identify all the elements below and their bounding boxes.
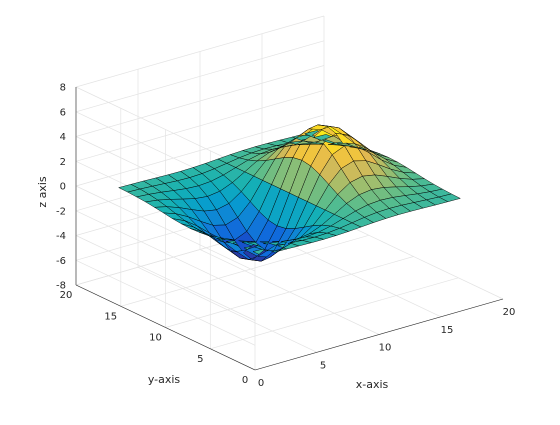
right-wall-gridline-z bbox=[75, 15, 325, 88]
axis-labels: x-axis y-axis z axis bbox=[36, 176, 389, 391]
x-tick-label: 10 bbox=[379, 343, 392, 354]
surface-mesh bbox=[118, 124, 461, 262]
z-tick-label: -4 bbox=[56, 231, 66, 242]
y-axis-line bbox=[75, 284, 256, 371]
floor-gridline-y bbox=[120, 234, 369, 307]
y-tick-label: 0 bbox=[242, 375, 248, 386]
left-wall-gridline-z bbox=[75, 235, 256, 321]
y-axis-label: y-axis bbox=[148, 373, 181, 386]
z-tick-label: 2 bbox=[60, 157, 66, 168]
right-wall-gridline-z bbox=[75, 65, 325, 137]
z-tick-label: 0 bbox=[60, 182, 66, 193]
floor-gridline-y bbox=[165, 256, 414, 328]
y-tick-label: 5 bbox=[197, 354, 203, 365]
x-tick-label: 0 bbox=[258, 378, 264, 389]
right-wall-gridline-z bbox=[75, 40, 325, 113]
floor-gridline-y bbox=[210, 277, 459, 350]
z-axis-label: z axis bbox=[36, 176, 49, 208]
x-axis-label: x-axis bbox=[356, 378, 389, 391]
z-tick-label: 8 bbox=[60, 83, 66, 94]
y-tick-label: 20 bbox=[60, 290, 73, 301]
z-tick-label: -6 bbox=[56, 256, 66, 267]
x-tick-label: 15 bbox=[441, 325, 454, 336]
z-tick-label: -2 bbox=[56, 206, 66, 217]
right-wall-gridline-z bbox=[75, 89, 325, 162]
left-wall-gridline-z bbox=[75, 259, 256, 346]
z-tick-label: 6 bbox=[60, 107, 66, 118]
z-tick-label: 4 bbox=[60, 132, 66, 143]
right-wall-gridline-z bbox=[75, 114, 325, 187]
surface-patch bbox=[438, 193, 461, 202]
y-tick-label: 10 bbox=[149, 333, 162, 344]
axes-box bbox=[75, 87, 504, 371]
x-tick-label: 5 bbox=[320, 360, 326, 371]
left-wall-gridline-z bbox=[75, 185, 256, 272]
left-wall-gridline-z bbox=[75, 210, 256, 297]
x-tick-label: 20 bbox=[503, 307, 516, 318]
y-tick-label: 15 bbox=[104, 311, 117, 322]
x-axis-line bbox=[254, 298, 504, 371]
z-tick-label: -8 bbox=[56, 281, 66, 292]
